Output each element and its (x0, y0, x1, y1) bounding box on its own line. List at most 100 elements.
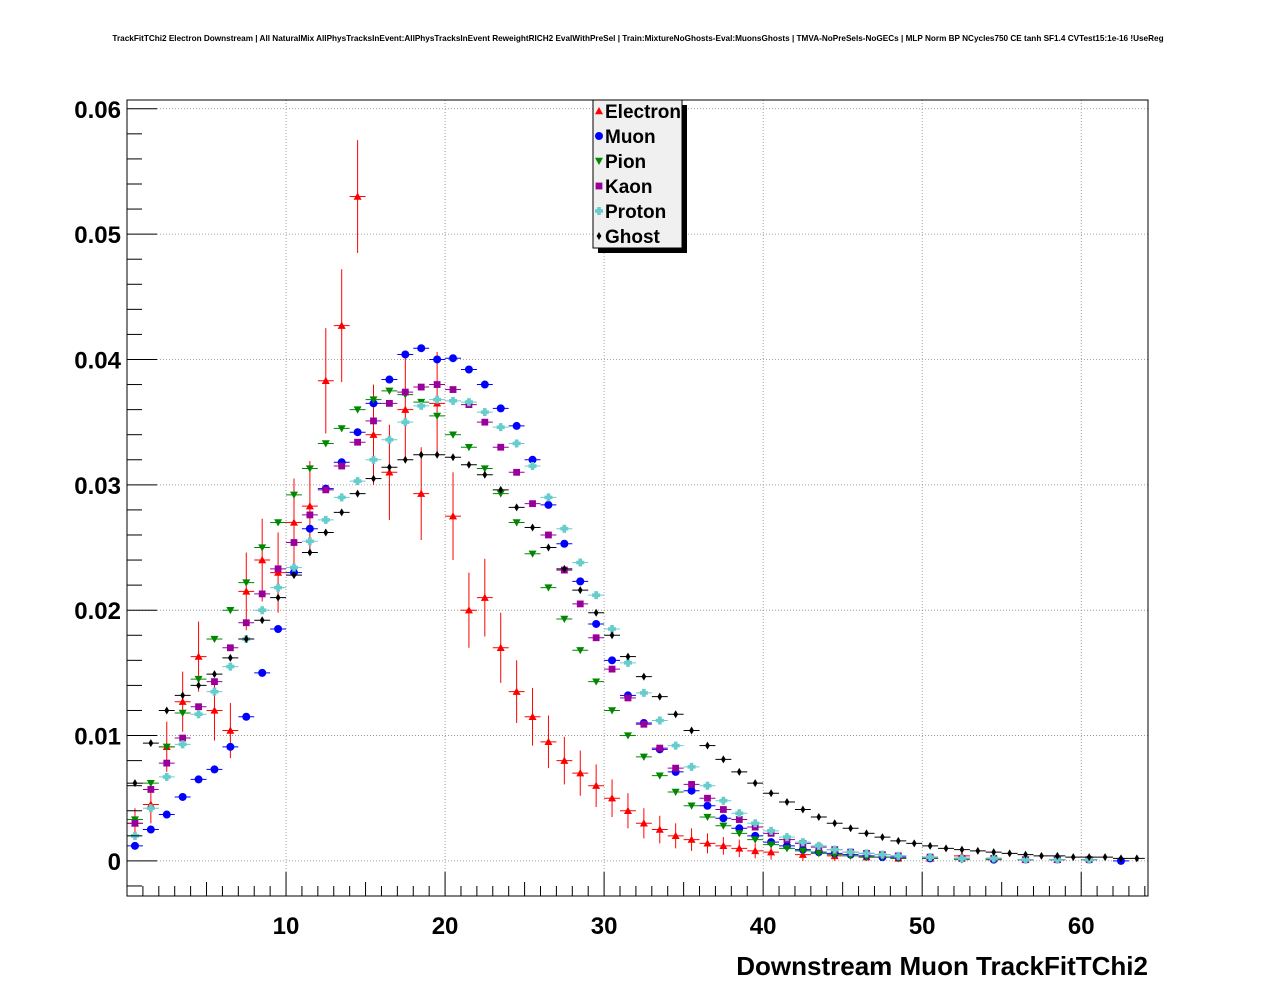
triangle-down-marker (178, 709, 187, 717)
triangle-up-marker (369, 430, 378, 438)
diamond-marker (514, 503, 520, 512)
triangle-up-marker (305, 502, 314, 510)
diamond-marker (418, 450, 424, 459)
triangle-down-marker (592, 678, 601, 686)
legend-entry-pion: Pion (595, 152, 646, 173)
triangle-down-marker (830, 851, 839, 859)
circle-marker (258, 668, 267, 677)
triangle-down-marker (242, 579, 251, 587)
triangle-down-marker (687, 802, 696, 810)
cross-marker (878, 850, 887, 859)
cross-marker (369, 455, 378, 464)
diamond-marker (800, 805, 806, 814)
cross-marker (1021, 855, 1030, 864)
legend-entry-kaon: Kaon (595, 177, 653, 198)
triangle-up-marker (385, 468, 394, 476)
triangle-up-marker (258, 556, 267, 564)
x-tick-label: 40 (750, 913, 777, 940)
cross-marker (226, 662, 235, 671)
diamond-marker (577, 586, 583, 595)
diamond-marker (434, 450, 440, 459)
diamond-marker (1086, 853, 1092, 862)
square-marker (449, 386, 457, 393)
triangle-down-marker (528, 550, 537, 558)
square-marker (595, 182, 603, 190)
cross-marker (592, 591, 601, 600)
y-tick-label: 0.06 (74, 97, 121, 124)
square-marker (497, 443, 505, 451)
triangle-up-marker (226, 726, 235, 734)
square-marker (370, 417, 377, 425)
triangle-down-marker (305, 465, 314, 473)
square-marker (417, 383, 425, 391)
triangle-down-marker (162, 743, 171, 751)
diamond-marker (689, 726, 694, 735)
circle-marker (417, 344, 426, 353)
triangle-down-marker (814, 850, 823, 858)
cross-marker (337, 493, 346, 502)
diamond-marker (482, 470, 488, 479)
plot-title: TrackFitTChi2 Electron Downstream | All … (112, 34, 1164, 43)
diamond-marker (275, 593, 281, 602)
square-marker (163, 759, 171, 767)
cross-marker (926, 853, 935, 862)
triangle-down-marker (608, 707, 617, 715)
square-marker (719, 806, 727, 813)
circle-marker (146, 825, 155, 834)
diamond-marker (164, 706, 170, 715)
square-marker (624, 694, 632, 702)
x-tick-label: 30 (591, 913, 618, 940)
triangle-down-marker (496, 490, 505, 498)
triangle-down-marker (226, 606, 235, 615)
diamond-marker (450, 453, 456, 462)
triangle-down-marker (385, 387, 394, 395)
diamond-marker (1134, 854, 1140, 863)
circle-marker (544, 500, 553, 509)
diamond-marker (673, 710, 679, 719)
triangle-up-marker (703, 839, 712, 847)
square-marker (147, 786, 155, 793)
square-marker (704, 794, 711, 802)
triangle-down-marker (655, 772, 664, 780)
diamond-marker (943, 844, 949, 853)
cross-marker (449, 396, 458, 405)
square-marker (242, 619, 250, 627)
square-marker (401, 388, 409, 396)
circle-marker (576, 577, 585, 586)
circle-marker (480, 380, 489, 389)
circle-marker (464, 365, 473, 374)
circle-marker (496, 404, 505, 413)
triangle-down-marker (544, 584, 553, 592)
triangle-up-marker (595, 107, 603, 115)
triangle-down-marker (194, 675, 203, 684)
circle-marker (242, 712, 251, 721)
cross-marker (894, 851, 903, 860)
triangle-up-marker (623, 806, 632, 814)
y-tick-label: 0.03 (74, 473, 121, 500)
triangle-up-marker (751, 846, 760, 855)
triangle-up-marker (592, 781, 601, 789)
cross-marker (194, 710, 203, 719)
legend-label: Pion (605, 152, 646, 173)
diamond-marker (546, 543, 551, 552)
cross-marker (608, 624, 617, 633)
diamond-marker (307, 548, 313, 557)
triangle-up-marker (639, 819, 648, 827)
diamond-marker (243, 635, 249, 644)
cross-marker (210, 687, 219, 696)
cross-marker (353, 477, 362, 486)
triangle-down-marker (595, 157, 603, 165)
cross-marker (687, 762, 696, 771)
triangle-up-marker (242, 587, 251, 595)
square-marker (576, 600, 584, 608)
triangle-up-marker (353, 192, 362, 200)
series-muon (127, 344, 1129, 865)
diamond-marker (1102, 853, 1108, 862)
legend-label: Ghost (605, 227, 661, 248)
triangle-down-marker (464, 444, 473, 452)
cross-marker (782, 833, 791, 842)
diamond-marker (387, 463, 392, 472)
triangle-down-marker (703, 813, 712, 822)
square-marker (481, 418, 489, 426)
triangle-down-marker (258, 544, 267, 552)
